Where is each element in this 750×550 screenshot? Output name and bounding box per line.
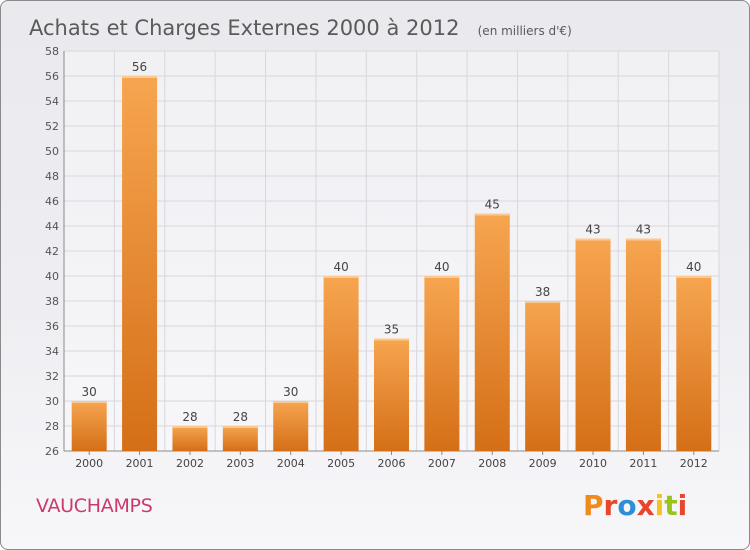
y-tick-label: 50 bbox=[45, 145, 59, 158]
bar bbox=[676, 276, 712, 451]
x-tick-label: 2000 bbox=[75, 457, 103, 470]
bars bbox=[71, 76, 712, 451]
bar-highlight bbox=[71, 401, 107, 403]
bar bbox=[222, 426, 258, 451]
bar-value-label: 38 bbox=[535, 285, 550, 299]
bar-value-label: 35 bbox=[384, 323, 399, 337]
bar-value-label: 30 bbox=[82, 385, 97, 399]
logo-letter: t bbox=[664, 489, 678, 522]
y-tick-label: 36 bbox=[45, 320, 59, 333]
bar bbox=[625, 238, 661, 451]
y-tick-label: 46 bbox=[45, 195, 59, 208]
bar-value-label: 30 bbox=[283, 385, 298, 399]
bar-value-label: 28 bbox=[182, 410, 197, 424]
bar bbox=[374, 338, 409, 451]
bar-highlight bbox=[525, 301, 561, 303]
x-tick-label: 2002 bbox=[176, 457, 204, 470]
bar bbox=[525, 301, 561, 451]
y-tick-label: 54 bbox=[45, 95, 59, 108]
x-tick-label: 2012 bbox=[680, 457, 708, 470]
chart-title-main: Achats et Charges Externes 2000 à 2012 bbox=[29, 16, 460, 40]
bar bbox=[273, 401, 309, 451]
proxiti-logo: Proxiti bbox=[583, 489, 687, 522]
x-tick-label: 2003 bbox=[226, 457, 254, 470]
x-tick-label: 2010 bbox=[579, 457, 607, 470]
bar bbox=[323, 276, 359, 451]
x-tick-label: 2004 bbox=[277, 457, 305, 470]
x-tick-label: 2006 bbox=[378, 457, 406, 470]
y-tick-label: 52 bbox=[45, 120, 59, 133]
y-tick-label: 48 bbox=[45, 170, 59, 183]
y-tick-label: 34 bbox=[45, 345, 59, 358]
bar-highlight bbox=[625, 238, 661, 241]
y-tick-label: 42 bbox=[45, 245, 59, 258]
x-tick-label: 2005 bbox=[327, 457, 355, 470]
y-tick-label: 32 bbox=[45, 370, 59, 383]
bar bbox=[474, 213, 510, 451]
bar-value-label: 40 bbox=[333, 260, 348, 274]
bar-value-label: 40 bbox=[686, 260, 701, 274]
y-tick-label: 30 bbox=[45, 395, 59, 408]
chart-title: Achats et Charges Externes 2000 à 2012 (… bbox=[29, 5, 572, 43]
bar-value-label: 56 bbox=[132, 60, 147, 74]
bar-highlight bbox=[222, 426, 258, 428]
bar bbox=[71, 401, 107, 451]
logo-letter: P bbox=[583, 489, 604, 522]
logo-letter: i bbox=[654, 489, 665, 522]
bar-highlight bbox=[374, 338, 409, 341]
bar-highlight bbox=[273, 401, 309, 403]
logo-letter: r bbox=[603, 489, 618, 522]
x-tick-label: 2008 bbox=[478, 457, 506, 470]
bar-value-label: 43 bbox=[636, 223, 651, 237]
y-tick-label: 40 bbox=[45, 270, 59, 283]
logo-letter: o bbox=[617, 489, 637, 522]
labels: 26 28 30 32 34 36 38 40 42 44 46 48 50 52 54 56 58 30 2000… bbox=[45, 45, 708, 470]
bar-highlight bbox=[474, 213, 510, 216]
bar-highlight bbox=[172, 426, 208, 428]
logo-letter: x bbox=[636, 489, 655, 522]
bar-value-label: 28 bbox=[233, 410, 248, 424]
bar-highlight bbox=[323, 276, 359, 278]
y-tick-label: 44 bbox=[45, 220, 59, 233]
x-tick-label: 2009 bbox=[529, 457, 557, 470]
bar-value-label: 40 bbox=[434, 260, 449, 274]
logo-letter: i bbox=[677, 489, 688, 522]
chart-title-unit: (en milliers d'€) bbox=[477, 24, 572, 38]
bar-highlight bbox=[122, 76, 158, 78]
x-tick-label: 2011 bbox=[629, 457, 657, 470]
bar bbox=[575, 238, 611, 451]
bar bbox=[172, 426, 208, 451]
bar bbox=[122, 76, 158, 451]
bar bbox=[424, 276, 460, 451]
y-tick-label: 28 bbox=[45, 420, 59, 433]
y-tick-label: 58 bbox=[45, 45, 59, 58]
x-tick-label: 2001 bbox=[126, 457, 154, 470]
y-tick-label: 26 bbox=[45, 445, 59, 458]
y-tick-label: 56 bbox=[45, 70, 59, 83]
bar-highlight bbox=[424, 276, 460, 278]
x-tick-label: 2007 bbox=[428, 457, 456, 470]
bar-highlight bbox=[575, 238, 611, 241]
town-name: VAUCHAMPS bbox=[36, 495, 153, 517]
bar-highlight bbox=[676, 276, 712, 278]
bar-value-label: 43 bbox=[585, 223, 600, 237]
bar-value-label: 45 bbox=[485, 198, 500, 212]
y-tick-label: 38 bbox=[45, 295, 59, 308]
